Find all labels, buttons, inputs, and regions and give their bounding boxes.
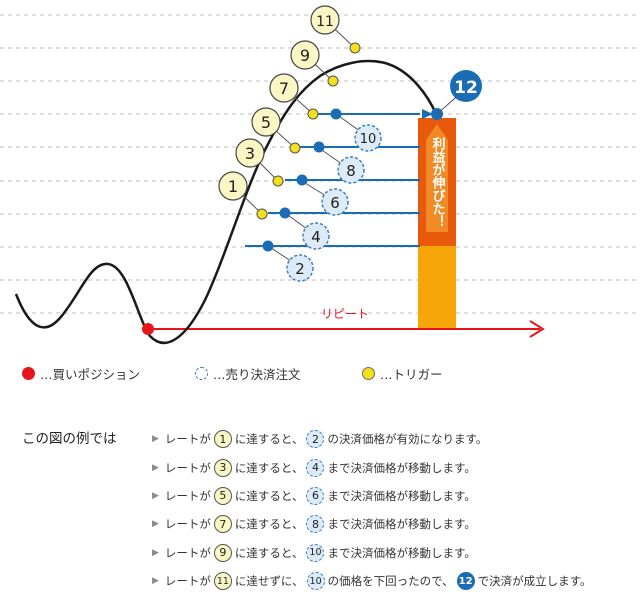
sell-number: 10 xyxy=(306,572,325,591)
sell-label-8: 8 xyxy=(346,162,356,180)
settle-label: 12 xyxy=(454,78,478,98)
settle-circle xyxy=(450,70,482,102)
step-text: の価格を下回ったので、 xyxy=(327,574,454,589)
sell-label-4: 4 xyxy=(311,228,321,246)
sell-label-2: 2 xyxy=(295,260,305,278)
legend-sell-label: …売り決済注文 xyxy=(213,367,301,382)
step-text: まで決済価格が移動します。 xyxy=(327,460,476,475)
step-item: ▶ レートが 7 に達すると、 8 まで決済価格が移動します。 xyxy=(152,510,591,538)
trigger-label-1: 1 xyxy=(228,177,238,196)
triangle-right-icon: ▶ xyxy=(152,490,159,501)
buy-position-dot xyxy=(142,323,154,335)
legend-sell: …売り決済注文 xyxy=(195,364,301,383)
repeat-arrow-head xyxy=(529,320,545,338)
step-text: まで決済価格が移動します。 xyxy=(327,488,476,503)
triangle-right-icon: ▶ xyxy=(152,576,159,587)
step-text: に達せずに、 xyxy=(234,574,304,589)
step-text: に達すると、 xyxy=(234,460,304,475)
sell-label-6: 6 xyxy=(330,194,340,212)
trigger-label-11: 11 xyxy=(316,14,334,30)
buy-swatch-icon xyxy=(22,367,35,380)
trigger-number: 11 xyxy=(213,572,232,591)
trigger-number: 7 xyxy=(213,515,232,534)
legend-trigger: …トリガー xyxy=(362,364,443,383)
sell-number: 2 xyxy=(306,430,325,449)
settle-number: 12 xyxy=(456,572,475,591)
profit-bar-bottom xyxy=(418,246,456,330)
explain-steps: ▶ レートが 1 に達すると、 2 の決済価格が有効になります。 ▶ レートが … xyxy=(152,425,591,595)
step-text: で決済が成立します。 xyxy=(477,574,592,589)
trigger-number: 1 xyxy=(213,430,232,449)
step-text: レートが xyxy=(164,432,211,447)
step-text: まで決済価格が移動します。 xyxy=(327,545,476,560)
sell-label-10: 10 xyxy=(360,132,377,147)
step-text: まで決済価格が移動します。 xyxy=(327,517,476,532)
trigger-label-3: 3 xyxy=(245,144,255,163)
trigger-label-5: 5 xyxy=(261,113,271,132)
trigger-number: 9 xyxy=(213,543,232,562)
step-text: レートが xyxy=(164,460,211,475)
triangle-right-icon: ▶ xyxy=(152,547,159,558)
repeat-label: リピート xyxy=(321,307,369,321)
step-item: ▶ レートが 1 に達すると、 2 の決済価格が有効になります。 xyxy=(152,425,591,453)
trigger-label-7: 7 xyxy=(279,79,289,98)
sell-number: 10 xyxy=(306,543,325,562)
step-text: に達すると、 xyxy=(234,545,304,560)
step-text: レートが xyxy=(164,545,211,560)
legend-buy: …買いポジション xyxy=(22,364,140,383)
step-text: の決済価格が有効になります。 xyxy=(327,432,488,447)
sell-swatch-icon xyxy=(195,367,208,380)
trigger-swatch-icon xyxy=(362,367,375,380)
step-text: レートが xyxy=(164,517,211,532)
sell-circles xyxy=(286,124,382,282)
step-text: レートが xyxy=(164,574,211,589)
triangle-right-icon: ▶ xyxy=(152,462,159,473)
trigger-label-9: 9 xyxy=(300,46,310,65)
step-item: ▶ レートが 9 に達すると、 10 まで決済価格が移動します。 xyxy=(152,539,591,567)
legend-buy-label: …買いポジション xyxy=(40,367,141,382)
step-item: ▶ レートが 5 に達すると、 6 まで決済価格が移動します。 xyxy=(152,482,591,510)
step-item-last: ▶ レートが 11 に達せずに、 10 の価格を下回ったので、 12 で決済が成… xyxy=(152,567,591,595)
step-text: に達すると、 xyxy=(234,517,304,532)
sell-number: 6 xyxy=(306,486,325,505)
explain-title: この図の例では xyxy=(22,431,117,447)
trigger-number: 5 xyxy=(213,486,232,505)
trigger-circles xyxy=(218,5,340,201)
step-text: に達すると、 xyxy=(234,488,304,503)
trigger-dots xyxy=(256,42,361,220)
settle-arrowhead xyxy=(422,109,433,119)
trigger-number: 3 xyxy=(213,458,232,477)
step-item: ▶ レートが 3 に達すると、 4 まで決済価格が移動します。 xyxy=(152,453,591,481)
rate-curve xyxy=(14,59,439,345)
trailing-stop-diagram: 利益が伸びた！ リピート xyxy=(0,5,640,345)
profit-label: 利益が伸びた！ xyxy=(430,136,447,228)
legend: …買いポジション …売り決済注文 …トリガー xyxy=(20,364,620,386)
triangle-right-icon: ▶ xyxy=(152,434,159,445)
step-text: に達すると、 xyxy=(234,432,304,447)
triangle-right-icon: ▶ xyxy=(152,519,159,530)
legend-trigger-label: …トリガー xyxy=(380,367,443,382)
sell-number: 8 xyxy=(306,515,325,534)
step-text: レートが xyxy=(164,488,211,503)
sell-number: 4 xyxy=(306,458,325,477)
profit-bar-arrow xyxy=(426,124,448,232)
